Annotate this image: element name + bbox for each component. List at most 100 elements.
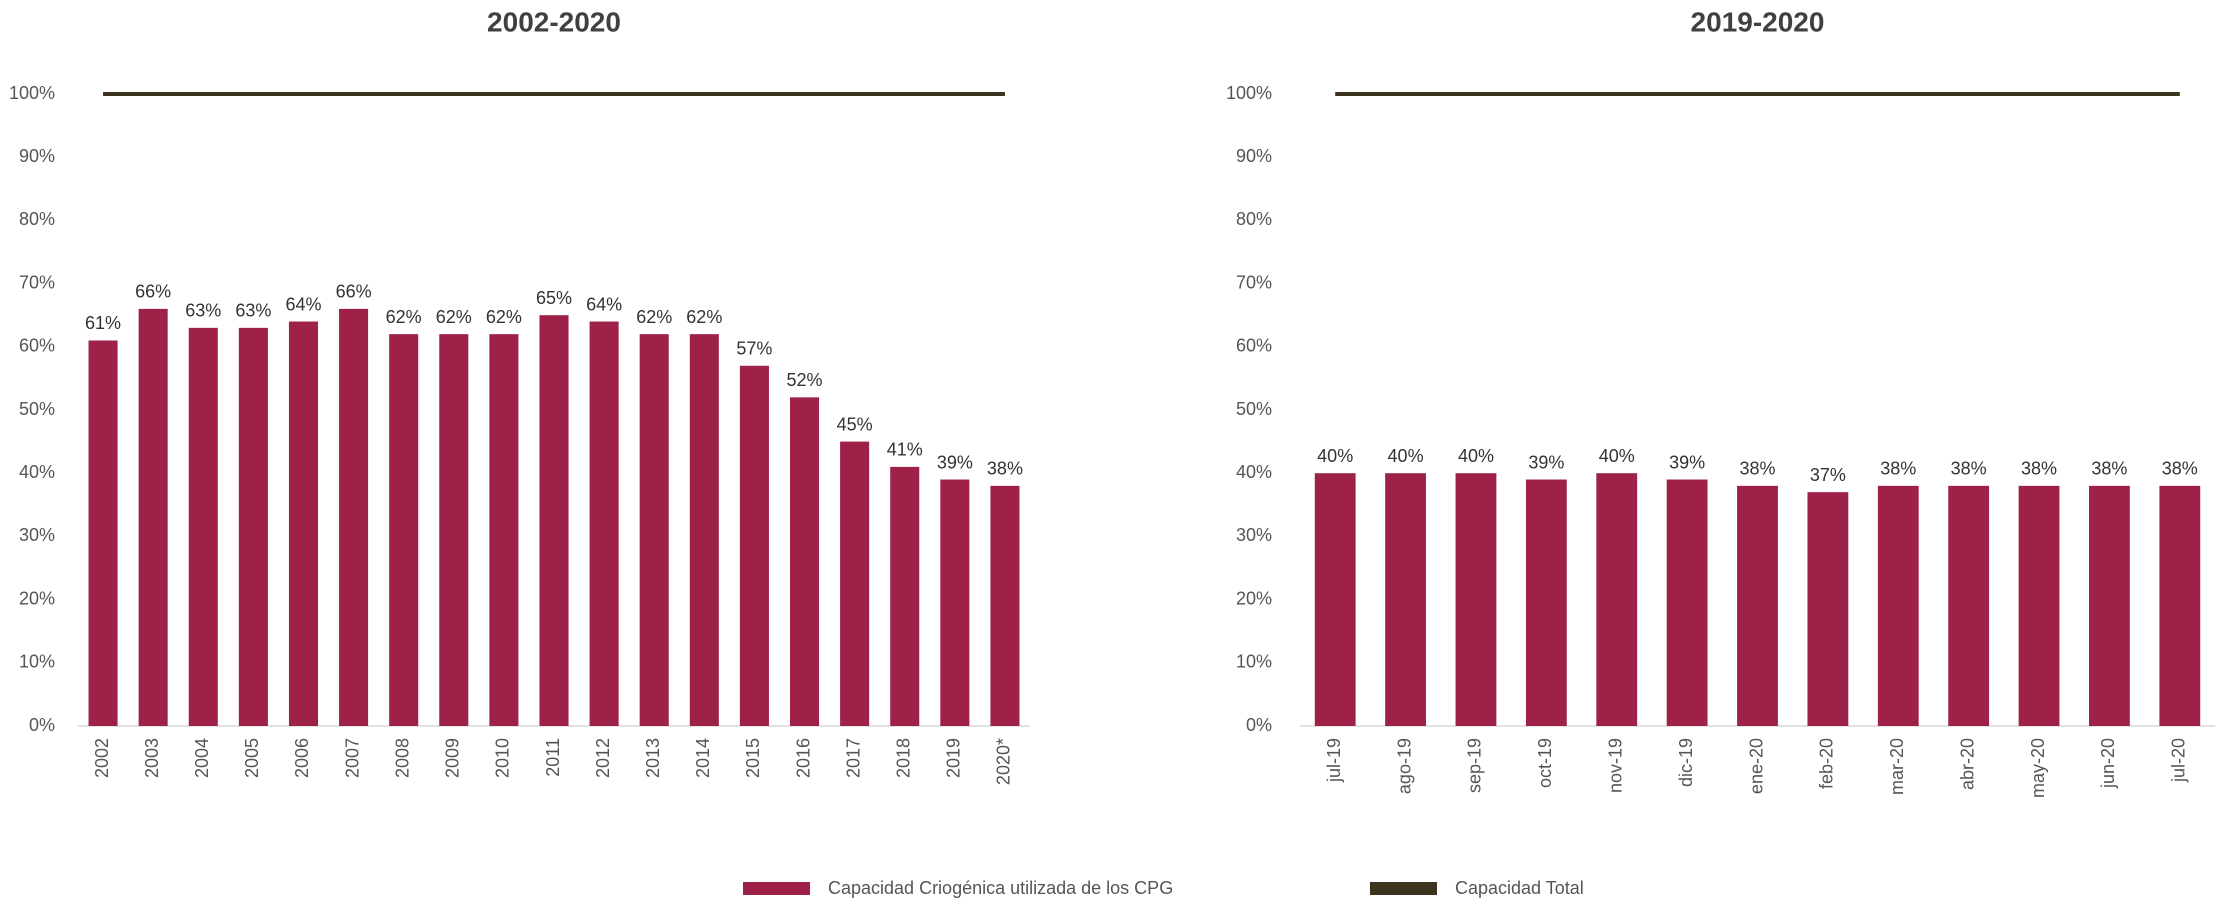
y-tick-label: 0% bbox=[29, 715, 55, 735]
legend-label: Capacidad Total bbox=[1455, 878, 1584, 898]
y-tick-label: 80% bbox=[1236, 209, 1272, 229]
bar bbox=[489, 334, 519, 726]
y-tick-label: 90% bbox=[1236, 146, 1272, 166]
y-tick-label: 50% bbox=[19, 399, 55, 419]
x-tick-label: 2018 bbox=[893, 738, 913, 778]
data-label: 45% bbox=[837, 414, 873, 434]
x-tick-label: abr-20 bbox=[1957, 738, 1977, 790]
x-tick-label: 2020* bbox=[994, 738, 1014, 785]
bar bbox=[990, 485, 1020, 726]
bar bbox=[890, 466, 920, 726]
chart-title: 2002-2020 bbox=[487, 6, 621, 37]
data-label: 62% bbox=[686, 307, 722, 327]
x-tick-label: jul-20 bbox=[2169, 738, 2189, 783]
y-tick-label: 40% bbox=[1236, 462, 1272, 482]
x-tick-label: 2006 bbox=[292, 738, 312, 778]
data-label: 61% bbox=[85, 313, 121, 333]
data-label: 38% bbox=[987, 459, 1023, 479]
bar bbox=[1666, 479, 1708, 726]
bar bbox=[88, 340, 118, 726]
data-label: 65% bbox=[536, 288, 572, 308]
x-tick-label: mar-20 bbox=[1887, 738, 1907, 795]
bar bbox=[589, 321, 619, 726]
data-label: 38% bbox=[1880, 459, 1916, 479]
x-tick-label: jul-19 bbox=[1324, 738, 1344, 783]
data-label: 62% bbox=[436, 307, 472, 327]
data-label: 38% bbox=[1951, 459, 1987, 479]
data-label: 66% bbox=[135, 282, 171, 302]
x-tick-label: ago-19 bbox=[1394, 738, 1414, 794]
bar bbox=[789, 397, 820, 726]
bar bbox=[2159, 485, 2201, 726]
bar bbox=[840, 441, 870, 726]
y-tick-label: 30% bbox=[19, 525, 55, 545]
bar bbox=[339, 308, 369, 726]
bar bbox=[689, 334, 719, 726]
bar bbox=[1807, 492, 1849, 726]
y-tick-label: 100% bbox=[1226, 83, 1272, 103]
data-label: 39% bbox=[937, 452, 973, 472]
y-tick-label: 60% bbox=[1236, 336, 1272, 356]
y-tick-label: 10% bbox=[1236, 652, 1272, 672]
bar bbox=[940, 479, 970, 726]
x-tick-label: 2012 bbox=[593, 738, 613, 778]
data-label: 40% bbox=[1458, 446, 1494, 466]
bar bbox=[238, 327, 268, 726]
data-label: 66% bbox=[336, 282, 372, 302]
bar bbox=[1948, 485, 1990, 726]
bar bbox=[1525, 479, 1567, 726]
bar bbox=[389, 334, 419, 726]
bar bbox=[1385, 473, 1426, 726]
bar bbox=[138, 308, 168, 726]
bar bbox=[2089, 485, 2130, 726]
bar bbox=[1314, 473, 1356, 726]
x-tick-label: jun-20 bbox=[2098, 738, 2118, 789]
data-label: 64% bbox=[586, 294, 622, 314]
data-label: 38% bbox=[2162, 459, 2198, 479]
data-label: 63% bbox=[185, 301, 221, 321]
bar bbox=[288, 321, 319, 726]
x-tick-label: oct-19 bbox=[1535, 738, 1555, 788]
x-tick-label: feb-20 bbox=[1817, 738, 1837, 789]
data-label: 37% bbox=[1810, 465, 1846, 485]
bar bbox=[1737, 485, 1778, 726]
x-tick-label: dic-19 bbox=[1676, 738, 1696, 787]
x-tick-label: 2003 bbox=[142, 738, 162, 778]
x-tick-label: 2019 bbox=[944, 738, 964, 778]
y-tick-label: 70% bbox=[1236, 272, 1272, 292]
data-label: 63% bbox=[235, 301, 271, 321]
legend-label: Capacidad Criogénica utilizada de los CP… bbox=[828, 878, 1173, 898]
x-tick-label: 2004 bbox=[192, 738, 212, 778]
bar bbox=[1455, 473, 1497, 726]
data-label: 52% bbox=[787, 370, 823, 390]
bar bbox=[1596, 473, 1638, 726]
data-label: 62% bbox=[486, 307, 522, 327]
bar bbox=[739, 365, 769, 726]
legend-swatch bbox=[743, 882, 810, 895]
data-label: 40% bbox=[1317, 446, 1353, 466]
data-label: 38% bbox=[2091, 459, 2127, 479]
x-tick-label: 2011 bbox=[543, 738, 563, 777]
x-tick-label: 2005 bbox=[242, 738, 262, 778]
bar bbox=[1877, 485, 1919, 726]
y-tick-label: 40% bbox=[19, 462, 55, 482]
data-label: 40% bbox=[1388, 446, 1424, 466]
data-label: 38% bbox=[1739, 459, 1775, 479]
x-tick-label: 2013 bbox=[643, 738, 663, 778]
bar bbox=[539, 315, 569, 726]
data-label: 57% bbox=[736, 339, 772, 359]
data-label: 39% bbox=[1669, 452, 1705, 472]
y-tick-label: 10% bbox=[19, 652, 55, 672]
x-tick-label: 2009 bbox=[443, 738, 463, 778]
data-label: 41% bbox=[887, 440, 923, 460]
x-tick-label: 2016 bbox=[793, 738, 813, 778]
x-tick-label: 2014 bbox=[693, 738, 713, 778]
data-label: 40% bbox=[1599, 446, 1635, 466]
y-tick-label: 30% bbox=[1236, 525, 1272, 545]
x-tick-label: 2007 bbox=[342, 738, 362, 778]
data-label: 38% bbox=[2021, 459, 2057, 479]
data-label: 62% bbox=[386, 307, 422, 327]
x-tick-label: 2002 bbox=[92, 738, 112, 778]
bar bbox=[188, 327, 218, 726]
